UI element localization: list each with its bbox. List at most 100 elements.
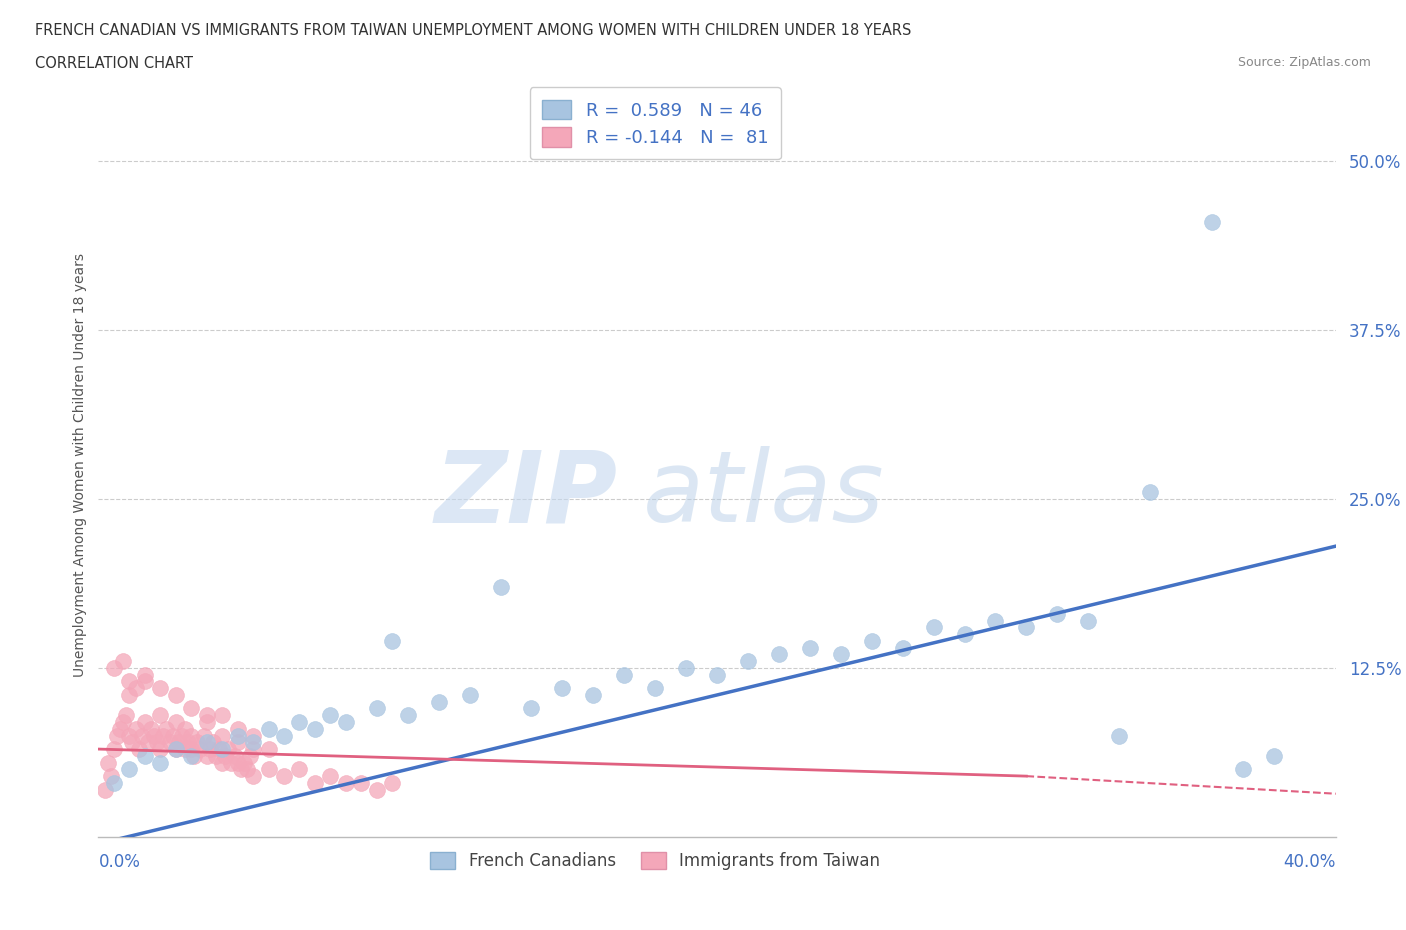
Point — [551, 681, 574, 696]
Point — [257, 741, 280, 756]
Point — [257, 722, 280, 737]
Point — [193, 728, 215, 743]
Point — [149, 755, 172, 770]
Point — [335, 714, 357, 729]
Point — [221, 755, 243, 770]
Point — [366, 701, 388, 716]
Point — [1015, 620, 1038, 635]
Point — [146, 735, 169, 750]
Point — [335, 776, 357, 790]
Text: CORRELATION CHART: CORRELATION CHART — [35, 56, 193, 71]
Point — [118, 674, 141, 689]
Point — [180, 741, 202, 756]
Point — [1232, 762, 1254, 777]
Point — [1077, 613, 1099, 628]
Point — [134, 667, 156, 682]
Point — [124, 722, 146, 737]
Point — [159, 735, 181, 750]
Point — [180, 728, 202, 743]
Point — [118, 762, 141, 777]
Point — [139, 722, 162, 737]
Point — [195, 735, 218, 750]
Text: 0.0%: 0.0% — [98, 853, 141, 870]
Point — [118, 687, 141, 702]
Point — [174, 741, 197, 756]
Point — [366, 782, 388, 797]
Legend: French Canadians, Immigrants from Taiwan: French Canadians, Immigrants from Taiwan — [423, 845, 887, 877]
Point — [165, 741, 187, 756]
Y-axis label: Unemployment Among Women with Children Under 18 years: Unemployment Among Women with Children U… — [73, 253, 87, 677]
Point — [155, 722, 177, 737]
Point — [350, 776, 373, 790]
Point — [174, 722, 197, 737]
Point — [149, 681, 172, 696]
Point — [165, 741, 187, 756]
Point — [180, 749, 202, 764]
Point — [134, 714, 156, 729]
Point — [165, 687, 187, 702]
Point — [242, 741, 264, 756]
Point — [427, 695, 450, 710]
Point — [1201, 214, 1223, 229]
Point — [458, 687, 481, 702]
Point — [118, 728, 141, 743]
Text: 40.0%: 40.0% — [1284, 853, 1336, 870]
Point — [201, 735, 224, 750]
Point — [226, 735, 249, 750]
Point — [183, 749, 205, 764]
Point — [489, 579, 512, 594]
Point — [830, 647, 852, 662]
Point — [242, 728, 264, 743]
Point — [143, 728, 166, 743]
Point — [304, 722, 326, 737]
Point — [195, 714, 218, 729]
Point — [170, 728, 193, 743]
Point — [186, 735, 208, 750]
Point — [273, 728, 295, 743]
Point — [799, 640, 821, 655]
Point — [236, 762, 259, 777]
Point — [167, 735, 190, 750]
Point — [1263, 749, 1285, 764]
Point — [860, 633, 883, 648]
Point — [242, 735, 264, 750]
Text: ZIP: ZIP — [434, 446, 619, 543]
Point — [582, 687, 605, 702]
Point — [134, 749, 156, 764]
Point — [229, 762, 252, 777]
Point — [273, 769, 295, 784]
Point — [205, 749, 228, 764]
Point — [211, 708, 233, 723]
Point — [381, 633, 404, 648]
Point — [214, 749, 236, 764]
Point — [124, 681, 146, 696]
Point — [381, 776, 404, 790]
Point — [288, 762, 311, 777]
Point — [195, 708, 218, 723]
Point — [257, 762, 280, 777]
Point — [226, 722, 249, 737]
Point — [706, 667, 728, 682]
Point — [97, 755, 120, 770]
Point — [152, 728, 174, 743]
Point — [319, 769, 342, 784]
Point — [217, 741, 239, 756]
Point — [131, 728, 153, 743]
Text: Source: ZipAtlas.com: Source: ZipAtlas.com — [1237, 56, 1371, 69]
Point — [121, 735, 143, 750]
Point — [211, 755, 233, 770]
Point — [737, 654, 759, 669]
Point — [180, 701, 202, 716]
Point — [675, 660, 697, 675]
Point — [115, 708, 138, 723]
Point — [242, 769, 264, 784]
Point — [105, 728, 128, 743]
Point — [953, 627, 976, 642]
Point — [304, 776, 326, 790]
Point — [103, 741, 125, 756]
Text: FRENCH CANADIAN VS IMMIGRANTS FROM TAIWAN UNEMPLOYMENT AMONG WOMEN WITH CHILDREN: FRENCH CANADIAN VS IMMIGRANTS FROM TAIWA… — [35, 23, 911, 38]
Point — [613, 667, 636, 682]
Point — [177, 735, 200, 750]
Point — [644, 681, 666, 696]
Point — [136, 735, 159, 750]
